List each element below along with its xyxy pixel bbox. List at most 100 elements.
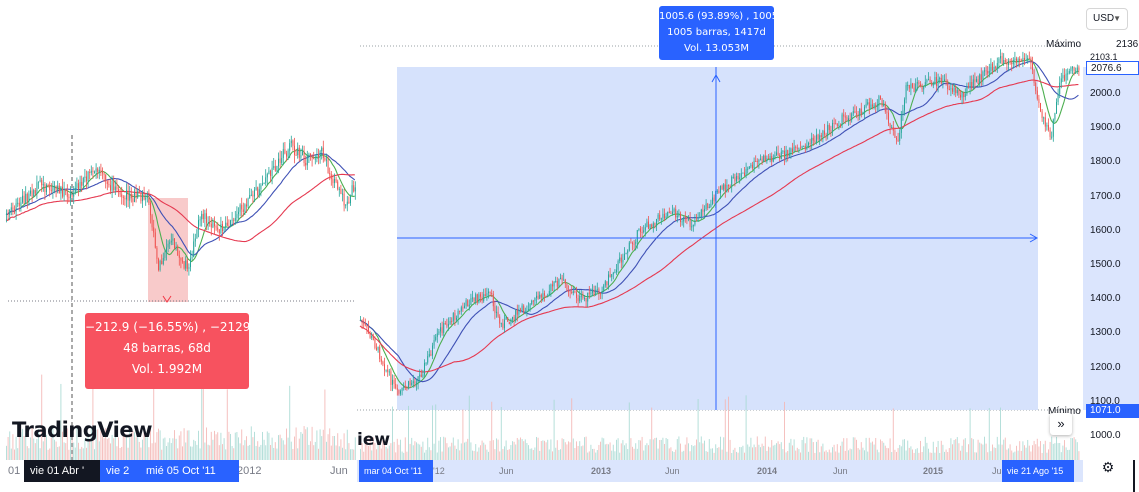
candle-body (138, 190, 140, 194)
candle-body (827, 124, 829, 136)
candle-body (127, 190, 129, 201)
volume-bar (403, 452, 405, 460)
candle-body (950, 88, 952, 90)
candle-body (220, 223, 222, 234)
candle-body (66, 191, 68, 197)
candle-body (302, 151, 303, 156)
candle-body (166, 247, 167, 253)
candle-body (196, 229, 198, 239)
volume-bar (620, 443, 622, 460)
candle-body (290, 140, 292, 144)
volume-bar (888, 448, 889, 460)
candle-body (132, 198, 134, 202)
price-axis-label: 1600.0 (1090, 224, 1121, 236)
volume-bar (648, 445, 649, 460)
candle-body (523, 305, 525, 313)
candle-body (540, 294, 542, 298)
candle-body (265, 177, 267, 183)
volume-bar (777, 441, 779, 460)
candle-body (681, 221, 683, 223)
left-tooltip-bars: 48 barras, 68d (123, 341, 211, 355)
candle-body (361, 319, 363, 323)
volume-bar (822, 443, 824, 460)
volume-bar (977, 439, 979, 460)
candle-body (686, 218, 688, 220)
volume-bar (731, 452, 733, 460)
volume-bar (668, 448, 670, 460)
volume-bar (670, 447, 672, 460)
candle-body (390, 371, 392, 385)
candle-body (584, 297, 585, 299)
candle-body (473, 297, 475, 302)
left-chart-panel[interactable] (0, 0, 359, 460)
candle-body (984, 70, 985, 72)
volume-bar (902, 439, 904, 460)
volume-bar (601, 437, 603, 460)
candle-body (920, 84, 921, 87)
candle-body (276, 166, 278, 171)
right-chart-panel[interactable] (357, 0, 1139, 492)
candle-body (156, 247, 158, 259)
candle-body (126, 190, 127, 200)
volume-bar (392, 406, 393, 460)
candle-body (814, 140, 816, 142)
candle-body (395, 383, 397, 389)
volume-bar (214, 430, 215, 460)
volume-bar (177, 448, 179, 460)
candle-body (854, 111, 856, 114)
volume-bar (891, 452, 893, 460)
volume-bar (406, 451, 408, 460)
max-value: 2136.9 (1114, 38, 1139, 52)
candle-body (1059, 82, 1061, 95)
volume-bar (516, 437, 518, 460)
scroll-to-realtime-button[interactable]: » (1050, 413, 1072, 435)
volume-bar (659, 440, 661, 460)
candle-body (111, 180, 113, 191)
volume-bar (218, 445, 220, 460)
candle-body (561, 277, 563, 281)
currency-selector[interactable]: USD ▼ (1086, 8, 1128, 30)
measure-up-arrow (711, 73, 721, 83)
volume-bar (348, 443, 350, 460)
candle-body (226, 222, 228, 226)
volume-bar (622, 440, 624, 460)
candle-body (848, 118, 849, 121)
volume-bar (616, 439, 617, 460)
settings-gear-icon[interactable]: ⚙ (1101, 459, 1115, 475)
candle-body (76, 183, 78, 188)
volume-bar (964, 438, 966, 460)
candle-body (10, 207, 12, 210)
volume-bar (561, 438, 563, 460)
volume-bar (14, 449, 15, 460)
candle-body (475, 294, 477, 302)
volume-bar (194, 441, 196, 460)
tradingview-logo-partial: iew (357, 430, 391, 450)
volume-bar (311, 426, 313, 460)
candle-body (398, 389, 400, 394)
candle-body (246, 204, 247, 207)
candle-body (38, 181, 39, 183)
candle-body (913, 87, 915, 92)
candle-body (916, 82, 918, 84)
candle-body (880, 96, 881, 100)
volume-bar (191, 446, 193, 460)
candle-body (170, 240, 172, 243)
volume-bar (979, 442, 981, 460)
candle-body (374, 339, 376, 348)
volume-bar (817, 439, 819, 460)
candle-body (673, 208, 675, 212)
volume-bar (585, 436, 587, 460)
right-tooltip-bars: 1005 barras, 1417d (667, 27, 766, 38)
volume-bar (1051, 436, 1053, 460)
volume-bar (476, 451, 478, 460)
left-time-label: Jun (330, 465, 348, 477)
candle-body (465, 300, 467, 306)
candle-body (771, 156, 773, 162)
candle-body (712, 197, 713, 204)
tradingview-logo[interactable]: TradingView (12, 418, 152, 442)
volume-bar (496, 438, 497, 460)
candle-body (569, 291, 571, 293)
candle-body (387, 369, 389, 372)
candle-body (942, 80, 944, 84)
